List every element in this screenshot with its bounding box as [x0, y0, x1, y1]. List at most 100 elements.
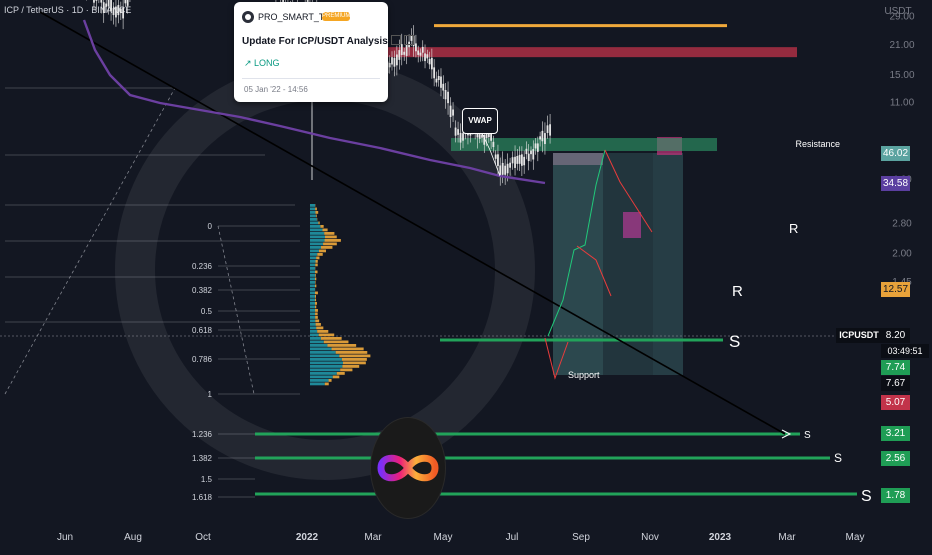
volume-profile-bar: [310, 250, 319, 253]
fib-level-label: 1.236: [192, 430, 213, 439]
candle-body: [488, 134, 490, 137]
volume-profile-bar: [310, 257, 316, 260]
x-tick-label: Oct: [195, 532, 211, 543]
volume-profile-bar: [310, 379, 329, 382]
projection-box: [603, 153, 653, 375]
fib-level-label: 0: [208, 222, 213, 231]
x-tick-label: Aug: [124, 532, 142, 543]
s-label-1: S: [804, 430, 811, 441]
price-tag-507: 5.07: [881, 395, 910, 410]
candle-body: [113, 8, 115, 15]
fib-level-label: 1.5: [201, 475, 213, 484]
s-label-2: S: [834, 451, 842, 465]
candle-body: [460, 133, 462, 143]
volume-profile-bar: [317, 330, 328, 333]
volume-profile-bar: [310, 232, 324, 235]
volume-profile-bar: [327, 344, 356, 347]
volume-profile-bar: [339, 355, 370, 358]
volume-profile-bar: [310, 316, 315, 319]
candle-body: [103, 2, 105, 13]
volume-profile-bar: [315, 208, 317, 211]
volume-profile-bar: [323, 243, 337, 246]
volume-profile-bar: [315, 313, 318, 316]
candle-body: [445, 90, 447, 99]
premium-badge: PREMIUM: [322, 12, 350, 21]
volume-profile-bar: [310, 330, 317, 333]
candle-body: [436, 79, 438, 83]
volume-profile-bar: [310, 225, 320, 228]
volume-profile-bar: [310, 334, 319, 337]
volume-profile-bar: [310, 260, 316, 263]
volume-profile-bar: [310, 369, 340, 372]
candle-body: [514, 157, 516, 168]
candle-body: [544, 133, 546, 144]
price-tag-321: 3.21: [881, 426, 910, 441]
volume-profile-bar: [310, 376, 333, 379]
volume-profile-bar: [310, 306, 315, 309]
candle-body: [389, 63, 391, 67]
volume-profile-bar: [310, 327, 316, 330]
candle-body: [394, 58, 396, 67]
y-tick-label: 2.00: [892, 248, 912, 259]
fib-level-label: 1.382: [192, 454, 213, 463]
fib-level-label: 1: [208, 390, 213, 399]
post-title[interactable]: Update For ICP/USDT Analysis: [242, 36, 388, 47]
candle-body: [516, 156, 518, 164]
s-label-main: S: [729, 332, 740, 351]
volume-profile-bar: [310, 271, 315, 274]
icp-logo: [371, 418, 445, 518]
candle-body: [479, 134, 481, 139]
candle-body: [539, 136, 541, 139]
candle-body: [541, 131, 543, 141]
post-date: 05 Jan '22 - 14:56: [244, 85, 308, 94]
volume-profile-bar: [316, 327, 323, 330]
volume-profile-bar: [310, 295, 315, 298]
volume-profile-bar: [310, 267, 315, 270]
volume-profile-bar: [319, 250, 326, 253]
volume-profile-bar: [310, 323, 316, 326]
candle-body: [495, 155, 497, 159]
candle-body: [431, 58, 433, 70]
price-tag-256: 2.56: [881, 451, 910, 466]
candle-body: [124, 0, 126, 3]
volume-profile-bar: [315, 278, 316, 281]
x-tick-label: May: [434, 532, 453, 543]
y-tick-label: 11.00: [890, 97, 915, 108]
post-title-row[interactable]: Update For ICP/USDT Analysis: [242, 35, 414, 47]
volume-profile-bar: [310, 239, 325, 242]
candle-body: [502, 163, 504, 175]
volume-profile-bar: [333, 376, 340, 379]
volume-profile-bar: [342, 358, 367, 361]
candle-body: [523, 157, 525, 165]
candle-body: [424, 53, 426, 61]
volume-profile-bar: [315, 295, 316, 298]
fib-level-label: 0.618: [192, 326, 213, 335]
volume-profile-bar: [310, 383, 325, 386]
volume-profile-bar: [321, 337, 342, 340]
chart-header-symbol: ICP / TetherUS · 1D · BINANCE: [4, 5, 131, 15]
candle-body: [528, 154, 530, 161]
candle-body: [403, 52, 405, 55]
candle-body: [396, 54, 398, 65]
resistance-label: Resistance: [795, 139, 840, 149]
volume-profile-bar: [336, 351, 368, 354]
volume-profile-bar: [320, 225, 323, 228]
candle-body: [455, 128, 457, 136]
volume-profile-bar: [310, 281, 315, 284]
candle-body: [433, 67, 435, 78]
candle-body: [549, 124, 551, 135]
volume-profile-bar: [310, 278, 315, 281]
candle-body: [509, 163, 511, 168]
x-tick-label: Jul: [506, 532, 519, 543]
volume-profile-bar: [310, 222, 318, 225]
x-tick-label: 2022: [296, 532, 319, 543]
volume-profile-bar: [319, 334, 335, 337]
idea-post-card[interactable]: PRO_SMART_Trader PREMIUM Update For ICP/…: [234, 2, 388, 102]
volume-profile-bar: [310, 243, 323, 246]
volume-profile-bar: [310, 288, 315, 291]
volume-profile-bar: [310, 351, 336, 354]
volume-profile-bar: [315, 264, 318, 267]
s-label-3: S: [861, 488, 872, 505]
volume-profile-bar: [315, 309, 318, 312]
